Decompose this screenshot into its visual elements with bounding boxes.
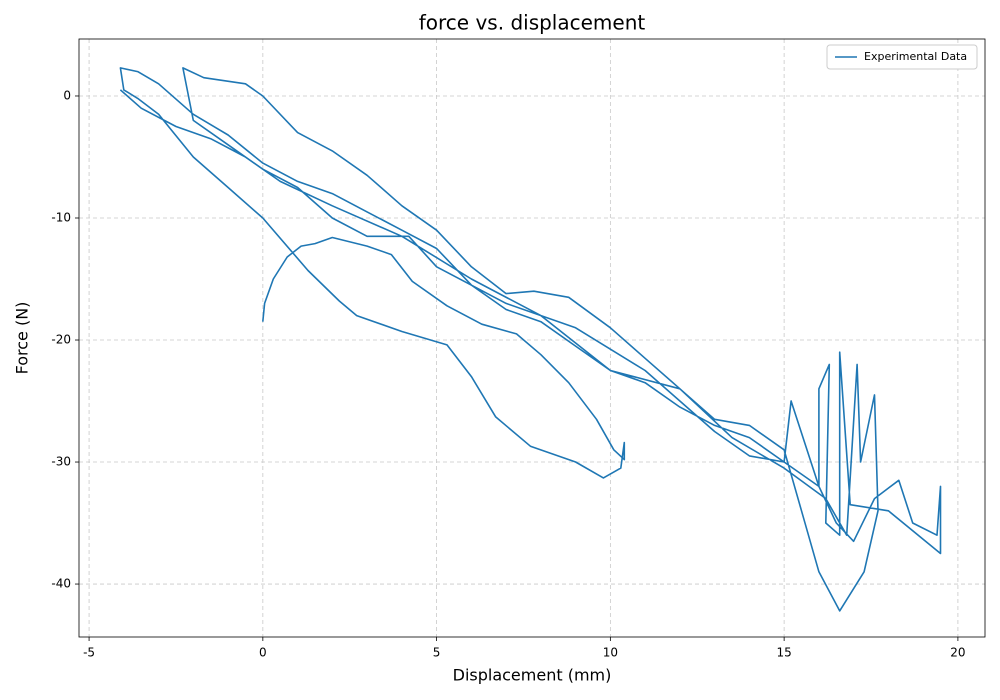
y-tick-label: -10 [51,210,71,224]
y-axis-label: Force (N) [13,302,32,375]
x-tick-label: 5 [433,646,441,660]
legend-box [826,44,978,70]
x-tick-label: 10 [603,646,618,660]
plot-frame [78,38,986,638]
y-tick-label: 0 [63,88,71,102]
chart-title: force vs. displacement [419,11,646,35]
y-tick-label: -30 [51,455,71,469]
x-tick-label: 15 [776,646,791,660]
x-tick-label: -5 [83,646,95,660]
legend: Experimental Data [826,44,978,70]
x-axis-label: Displacement (mm) [453,666,612,685]
y-tick-label: -40 [51,577,71,591]
data-line [119,67,942,612]
legend-label: Experimental Data [864,50,967,63]
x-tick-label: 0 [259,646,267,660]
x-tick-label: 20 [950,646,965,660]
y-tick-label: -20 [51,333,71,347]
